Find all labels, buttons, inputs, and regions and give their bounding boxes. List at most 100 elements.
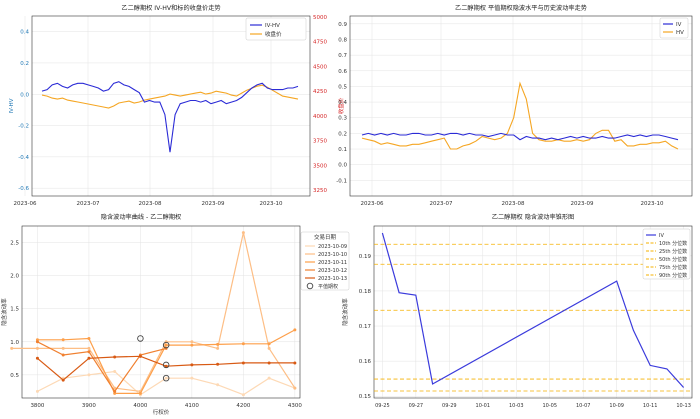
c3-series-point: [138, 354, 142, 358]
c3-atm-marker: [162, 361, 170, 369]
c1-ytick-label: 0.0: [20, 92, 29, 98]
c3-ytick-label: 2.5: [10, 241, 19, 247]
c3-series-point: [87, 373, 91, 377]
c4-xtick-label: 10-11: [643, 403, 658, 409]
c4-ytick-label: 0.16: [359, 359, 372, 365]
c3-atm-marker: [137, 335, 144, 342]
c2-ytick-label: 0.7: [338, 53, 347, 59]
c3-series-point: [87, 356, 91, 360]
c3-series-point: [113, 386, 117, 390]
c4-xtick-label: 09-25: [375, 403, 390, 409]
c1-y2tick-label: 3250: [313, 188, 327, 194]
c2-xtick-label: 2023-08: [502, 201, 525, 207]
c3-xtick-label: 4300: [288, 403, 302, 409]
c3-ytick-label: 0.5: [10, 373, 19, 379]
c2-frame: [349, 15, 693, 197]
c2-ytick-label: 0.8: [338, 37, 347, 43]
c1-y2tick-label: 4750: [313, 40, 327, 46]
c4-ylabel: 隐含波动率: [341, 298, 349, 326]
c3-xlabel: 行权价: [153, 408, 170, 416]
c3-series-point: [190, 363, 194, 367]
c2-legend-label: IV: [676, 22, 682, 28]
c3-series-point: [293, 361, 297, 365]
c1-legend-label: IV-HV: [265, 23, 280, 29]
c3-legend-label: 2023-10-13: [318, 276, 347, 282]
c2-ytick-label: 0.2: [338, 131, 347, 137]
c3-frame: [21, 225, 301, 399]
c4-series-iv-line: [381, 232, 685, 388]
c3-series-line: [37, 341, 167, 393]
c1-y2tick-label: 4000: [313, 114, 327, 120]
c2-legend-label: HV: [676, 30, 684, 36]
c3-series-point: [267, 346, 271, 350]
c4-legend-label: 25th 分位数: [659, 248, 687, 255]
c3-series-point: [87, 336, 91, 340]
c3-xtick-label: 4000: [133, 403, 147, 409]
c3-series-point: [61, 346, 65, 350]
c4-legend-label: 75th 分位数: [659, 264, 687, 271]
c3-series-point: [267, 361, 271, 365]
c3-series-point: [216, 362, 220, 366]
c3-series-point: [190, 343, 194, 347]
c1-xtick-label: 2023-10: [260, 201, 283, 207]
c3-series-point: [35, 389, 39, 393]
c3-series-line: [37, 329, 296, 394]
c4-xtick-label: 10-09: [609, 403, 624, 409]
c1-title: 乙二醇期权 IV-HV和标的收盘价走势: [121, 4, 220, 12]
c1-ytick-label: -0.2: [18, 124, 29, 130]
c4-frame: [373, 225, 693, 399]
c4-xtick-label: 09-29: [442, 403, 457, 409]
c1-y2tick-label: 5000: [313, 15, 327, 21]
c3-title: 隐含波动率曲线 - 乙二醇期权: [101, 213, 181, 221]
c2-xtick-label: 2023-07: [430, 201, 453, 207]
c1-ytick-label: -0.6: [18, 186, 29, 192]
c2-ytick-label: -0.1: [336, 178, 347, 184]
c4-xtick-label: 10-13: [676, 403, 691, 409]
c4-legend-label: 50th 分位数: [659, 256, 687, 263]
c2-ytick-label: 0.0: [338, 163, 347, 169]
c1-y2tick-label: 4500: [313, 64, 327, 70]
c4-ytick-label: 0.15: [359, 394, 372, 400]
c3-series-point: [138, 391, 142, 395]
c3-series-point: [61, 353, 65, 357]
c2-xtick-label: 2023-10: [641, 201, 664, 207]
c1-xtick-label: 2023-06: [14, 201, 37, 207]
c3-series-point: [61, 338, 65, 342]
c3-legend: 交易日期 2023-10-09 2023-10-10 2023-10-11 2023-1…: [300, 231, 350, 291]
c3-series-line: [11, 232, 296, 393]
c3-series-point: [10, 346, 14, 350]
c3-series-point: [87, 350, 91, 354]
c3-series-point: [190, 376, 194, 380]
c3-legend-atm-marker: [306, 282, 314, 290]
c2-ytick-label: 0.1: [338, 147, 347, 153]
c4-xtick-label: 10-05: [542, 403, 557, 409]
c3-series-point: [241, 231, 245, 235]
c1-legend-label: 收盘价: [265, 30, 282, 38]
c3-series-point: [190, 340, 194, 344]
c3-series-point: [164, 376, 168, 380]
c3-legend-label: 2023-10-10: [318, 252, 347, 258]
c3-ytick-label: 1.0: [10, 340, 19, 346]
c2-ytick-label: 0.9: [338, 22, 347, 28]
c3-series-point: [113, 355, 117, 359]
c2-ytick-label: 0.4: [338, 100, 347, 106]
c4-legend-label: 90th 分位数: [659, 272, 687, 279]
c2-xtick-label: 2023-06: [361, 201, 384, 207]
c3-series-point: [267, 376, 271, 380]
c2-series-iv-line: [361, 132, 679, 141]
c3-xtick-label: 4100: [185, 403, 199, 409]
c3-xtick-label: 3800: [30, 403, 44, 409]
c1-frame: [31, 15, 311, 197]
c3-legend-label: 2023-10-09: [318, 244, 347, 250]
c2-series-hv-line: [361, 81, 679, 150]
c3-atm-marker: [162, 374, 170, 382]
c3-legend-label: 2023-10-11: [318, 260, 347, 266]
c3-series-point: [216, 346, 220, 350]
c3-series-point: [164, 364, 168, 368]
c1-y2tick-label: 3750: [313, 139, 327, 145]
c4-legend-label: 10th 分位数: [659, 240, 687, 247]
c4-ytick-label: 0.17: [359, 324, 372, 330]
